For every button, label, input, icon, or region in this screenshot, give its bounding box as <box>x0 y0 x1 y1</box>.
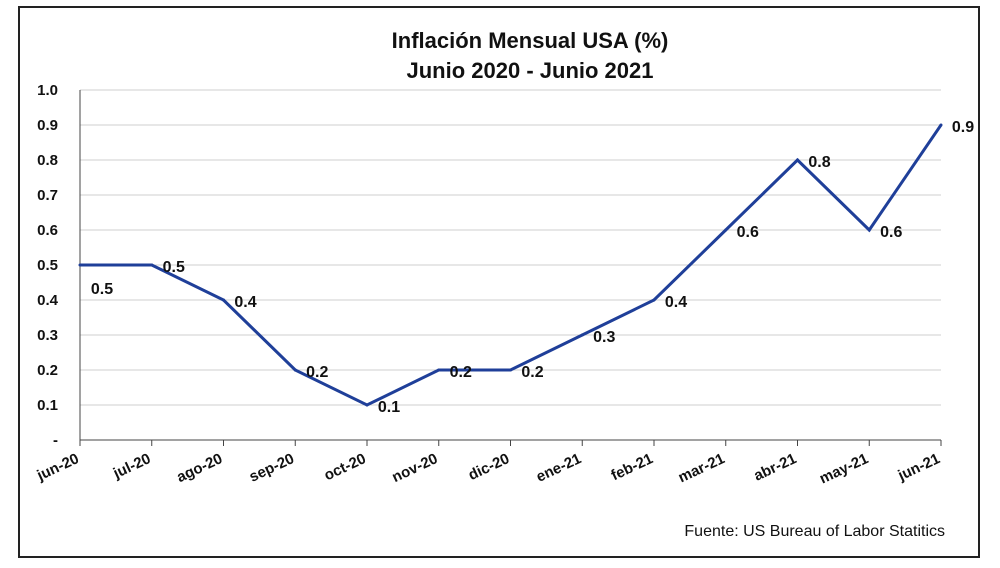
x-tick-label: mar-21 <box>676 450 728 486</box>
data-label: 0.2 <box>450 364 472 381</box>
x-tick-label: abr-21 <box>751 450 799 484</box>
data-point <box>652 298 656 302</box>
data-point <box>437 368 441 372</box>
data-label: 0.6 <box>737 224 759 241</box>
x-tick-label: sep-20 <box>247 450 297 485</box>
data-label: 0.2 <box>306 364 328 381</box>
x-tick-label: jun-21 <box>895 450 943 485</box>
series-layer <box>78 123 943 407</box>
y-tick-label: 0.9 <box>37 117 58 134</box>
y-tick-label: 0.2 <box>37 362 58 379</box>
chart-frame <box>18 6 980 558</box>
x-tick-label: feb-21 <box>608 450 655 484</box>
data-label: 0.5 <box>91 281 113 298</box>
data-label: 0.6 <box>880 224 902 241</box>
data-point <box>150 263 154 267</box>
y-tick-label: 0.4 <box>37 292 59 309</box>
x-tick-label: oct-20 <box>321 450 368 484</box>
y-tick-label: 0.3 <box>37 327 58 344</box>
y-tick-label: 1.0 <box>37 82 58 99</box>
x-tick-label: ago-20 <box>174 450 225 486</box>
data-point <box>509 368 512 372</box>
data-labels: 0.5 0.5 0.4 0.2 0.1 0.2 0.2 0.3 0.4 0.6 0.8 0.6 0.9 <box>91 119 974 416</box>
x-axis-ticks: jun-20 jul-20 ago-20 sep-20 oct-20 nov-20 dic-… <box>34 450 943 487</box>
data-label: 0.2 <box>521 364 543 381</box>
y-tick-label: 0.5 <box>37 257 58 274</box>
x-tick-label: ene-21 <box>534 450 584 485</box>
data-label: 0.3 <box>593 329 615 346</box>
x-tick-label: may-21 <box>817 450 871 487</box>
data-label: 0.1 <box>378 399 400 416</box>
data-point <box>939 123 943 127</box>
data-label: 0.5 <box>163 259 185 276</box>
y-tick-label: 0.8 <box>37 152 58 169</box>
y-tick-label: 0.1 <box>37 397 58 414</box>
data-point <box>222 298 225 302</box>
data-point <box>724 228 728 232</box>
data-point <box>867 228 871 232</box>
source-note: Fuente: US Bureau of Labor Statitics <box>684 523 945 540</box>
x-tick-label: dic-20 <box>466 450 512 484</box>
data-label: 0.8 <box>808 154 830 171</box>
y-tick-label: - <box>53 432 58 449</box>
y-tick-label: 0.6 <box>37 222 58 239</box>
x-tick-label: jul-20 <box>110 450 154 482</box>
y-axis-ticks: - 0.1 0.2 0.3 0.4 0.5 0.6 0.7 0.8 0.9 1.0 <box>37 82 59 449</box>
data-point <box>78 263 82 267</box>
data-point <box>796 158 799 162</box>
data-point <box>365 403 369 407</box>
data-point <box>293 368 297 372</box>
data-label: 0.4 <box>665 294 687 311</box>
x-tick-label: jun-20 <box>34 450 82 485</box>
data-point <box>580 333 584 337</box>
data-label: 0.4 <box>234 294 256 311</box>
axes <box>79 90 942 446</box>
gridlines <box>80 89 941 406</box>
data-label: 0.9 <box>952 119 974 136</box>
chart-title: Inflación Mensual USA (%) <box>392 28 669 53</box>
y-tick-label: 0.7 <box>37 187 58 204</box>
x-tick-label: nov-20 <box>389 450 440 486</box>
chart-subtitle: Junio 2020 - Junio 2021 <box>407 58 654 83</box>
